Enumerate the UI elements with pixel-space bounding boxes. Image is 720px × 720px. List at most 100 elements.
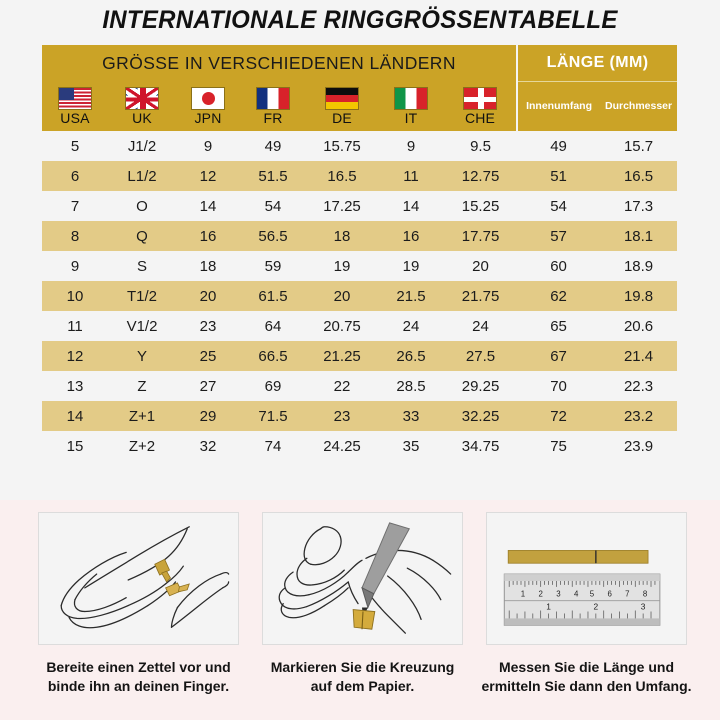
- instruction-caption-2: Markieren Sie die Kreuzung auf dem Papie…: [270, 659, 455, 694]
- cell-innenumfang: 62: [517, 281, 601, 311]
- table-row: 15 Z+2 32 74 24.25 35 34.75 75 23.9: [42, 431, 678, 461]
- cell-de: 22: [306, 371, 378, 401]
- svg-text:2: 2: [594, 602, 599, 612]
- cell-durchmesser: 21.4: [600, 341, 678, 371]
- svg-text:5: 5: [590, 590, 595, 599]
- column-header-it: IT: [378, 81, 444, 131]
- cell-durchmesser: 22.3: [600, 371, 678, 401]
- cell-usa: 10: [42, 281, 108, 311]
- table-row: 6 L1/2 12 51.5 16.5 11 12.75 51 16.5: [42, 161, 678, 191]
- cell-uk: O: [108, 191, 176, 221]
- hand-with-paper-strip-icon: [38, 512, 239, 645]
- cell-uk: Z+2: [108, 431, 176, 461]
- cell-durchmesser: 19.8: [600, 281, 678, 311]
- cell-jpn: 20: [176, 281, 240, 311]
- svg-text:6: 6: [607, 590, 612, 599]
- cell-fr: 51.5: [240, 161, 306, 191]
- column-header-che: CHE: [444, 81, 518, 131]
- cell-che: 9.5: [444, 131, 518, 161]
- flag-japan-icon: [191, 87, 225, 110]
- cell-che: 21.75: [444, 281, 518, 311]
- cell-che: 27.5: [444, 341, 518, 371]
- column-label-de: DE: [332, 110, 352, 126]
- column-label-it: IT: [404, 110, 418, 126]
- cell-fr: 56.5: [240, 221, 306, 251]
- column-header-de: DE: [306, 81, 378, 131]
- cell-usa: 6: [42, 161, 108, 191]
- cell-it: 9: [378, 131, 444, 161]
- ring-size-table: GRÖSSE IN VERSCHIEDENEN LÄNDERN LÄNGE (M…: [42, 45, 678, 461]
- column-label-usa: USA: [60, 110, 90, 126]
- table-column-header-row: USA UK JPN FR: [42, 80, 678, 131]
- cell-de: 21.25: [306, 341, 378, 371]
- cell-it: 24: [378, 311, 444, 341]
- cell-che: 34.75: [444, 431, 518, 461]
- cell-durchmesser: 20.6: [600, 311, 678, 341]
- cell-che: 20: [444, 251, 518, 281]
- column-header-uk: UK: [108, 81, 176, 131]
- cell-innenumfang: 60: [517, 251, 601, 281]
- cell-durchmesser: 23.9: [600, 431, 678, 461]
- column-header-innenumfang: Innenumfang: [516, 80, 601, 131]
- cell-usa: 7: [42, 191, 108, 221]
- cell-uk: T1/2: [108, 281, 176, 311]
- cell-uk: J1/2: [108, 131, 176, 161]
- column-header-jpn: JPN: [176, 81, 240, 131]
- cell-it: 35: [378, 431, 444, 461]
- column-header-fr: FR: [240, 81, 306, 131]
- cell-fr: 71.5: [240, 401, 306, 431]
- cell-jpn: 27: [176, 371, 240, 401]
- group-header-length: LÄNGE (MM): [516, 45, 678, 81]
- cell-che: 32.25: [444, 401, 518, 431]
- cell-innenumfang: 54: [517, 191, 601, 221]
- cell-usa: 14: [42, 401, 108, 431]
- flag-usa-icon: [58, 87, 92, 110]
- cell-usa: 12: [42, 341, 108, 371]
- cell-fr: 69: [240, 371, 306, 401]
- table-row: 11 V1/2 23 64 20.75 24 24 65 20.6: [42, 311, 678, 341]
- cell-jpn: 9: [176, 131, 240, 161]
- cell-uk: V1/2: [108, 311, 176, 341]
- group-header-sizes: GRÖSSE IN VERSCHIEDENEN LÄNDERN: [42, 45, 518, 81]
- cell-uk: Q: [108, 221, 176, 251]
- cell-durchmesser: 18.1: [600, 221, 678, 251]
- cell-jpn: 25: [176, 341, 240, 371]
- cell-uk: S: [108, 251, 176, 281]
- table-row: 5 J1/2 9 49 15.75 9 9.5 49 15.7: [42, 131, 678, 161]
- cell-de: 19: [306, 251, 378, 281]
- column-label-jpn: JPN: [194, 110, 222, 126]
- cell-innenumfang: 65: [517, 311, 601, 341]
- instruction-step-1: Bereite einen Zettel vor und binde ihn a…: [38, 512, 239, 696]
- ring-size-table-container: GRÖSSE IN VERSCHIEDENEN LÄNDERN LÄNGE (M…: [42, 45, 678, 461]
- table-row: 13 Z 27 69 22 28.5 29.25 70 22.3: [42, 371, 678, 401]
- svg-text:7: 7: [625, 590, 629, 599]
- cell-innenumfang: 70: [517, 371, 601, 401]
- svg-text:2: 2: [539, 590, 543, 599]
- cell-usa: 15: [42, 431, 108, 461]
- cell-jpn: 23: [176, 311, 240, 341]
- column-header-durchmesser: Durchmesser: [600, 80, 678, 131]
- cell-jpn: 18: [176, 251, 240, 281]
- svg-text:8: 8: [643, 590, 648, 599]
- cell-fr: 64: [240, 311, 306, 341]
- svg-text:1: 1: [521, 590, 525, 599]
- instruction-caption-1: Bereite einen Zettel vor und binde ihn a…: [46, 659, 231, 694]
- cell-usa: 5: [42, 131, 108, 161]
- cell-usa: 13: [42, 371, 108, 401]
- cell-innenumfang: 51: [517, 161, 601, 191]
- instructions-section: Bereite einen Zettel vor und binde ihn a…: [0, 500, 720, 720]
- column-label-uk: UK: [132, 110, 152, 126]
- cell-fr: 74: [240, 431, 306, 461]
- cell-fr: 54: [240, 191, 306, 221]
- cell-de: 15.75: [306, 131, 378, 161]
- cell-uk: Z: [108, 371, 176, 401]
- column-label-che: CHE: [464, 110, 496, 126]
- cell-durchmesser: 18.9: [600, 251, 678, 281]
- cell-uk: Y: [108, 341, 176, 371]
- cell-innenumfang: 57: [517, 221, 601, 251]
- flag-uk-icon: [125, 87, 159, 110]
- cell-usa: 11: [42, 311, 108, 341]
- cell-jpn: 29: [176, 401, 240, 431]
- cell-durchmesser: 16.5: [600, 161, 678, 191]
